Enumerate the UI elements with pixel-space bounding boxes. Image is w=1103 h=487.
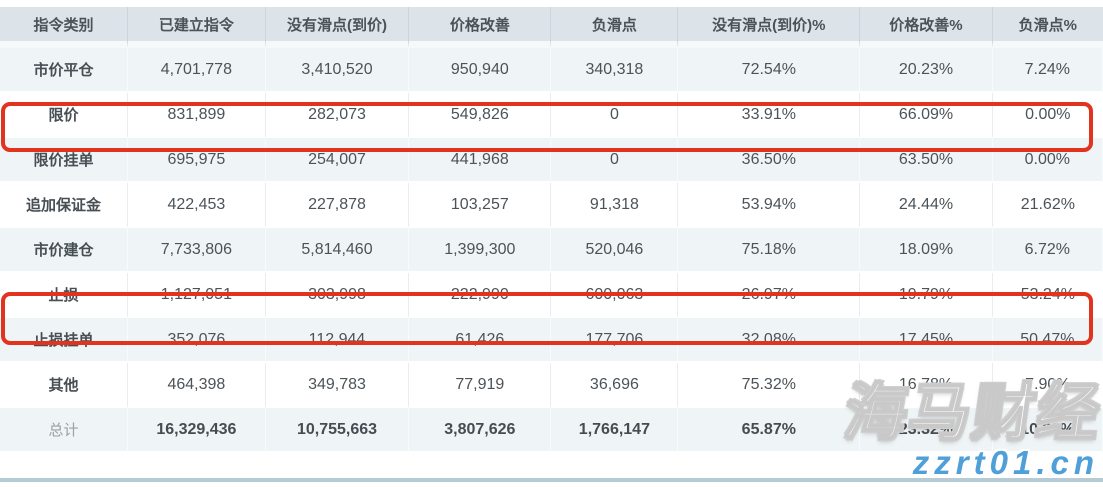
table-cell: 1,399,300 xyxy=(409,228,552,273)
table-cell: 222,990 xyxy=(409,273,552,318)
table-cell: 6.72% xyxy=(992,228,1103,273)
row-label: 止损 xyxy=(0,273,128,318)
table-cell: 53.24% xyxy=(992,273,1103,318)
table-cell: 26.97% xyxy=(678,273,861,318)
table-cell: 18.09% xyxy=(860,228,993,273)
table-cell: 1,766,147 xyxy=(551,408,679,453)
table-cell: 75.32% xyxy=(678,363,861,408)
table-cell: 91,318 xyxy=(551,183,679,228)
column-header: 价格改善 xyxy=(409,7,552,48)
table-cell: 7.24% xyxy=(992,48,1103,93)
table-cell: 464,398 xyxy=(127,363,266,408)
table-cell: 75.18% xyxy=(678,228,861,273)
table-row: 止损 1,127,051 303,998 222,990 600,063 26.97% 19… xyxy=(0,273,1103,318)
table-cell: 72.54% xyxy=(678,48,861,93)
row-label: 市价建仓 xyxy=(0,228,128,273)
bottom-divider xyxy=(0,478,1103,482)
column-header: 负滑点 xyxy=(551,7,679,48)
table-row: 追加保证金 422,453 227,878 103,257 91,318 53.94% 24… xyxy=(0,183,1103,228)
table-row: 限价 831,899 282,073 549,826 0 33.91% 66.09% 0.00… xyxy=(0,93,1103,138)
table-cell: 3,807,626 xyxy=(409,408,552,453)
column-header: 价格改善% xyxy=(860,7,993,48)
row-label: 止损挂单 xyxy=(0,318,128,363)
table-cell: 3,410,520 xyxy=(265,48,410,93)
table-cell: 66.09% xyxy=(860,93,993,138)
table-cell: 227,878 xyxy=(265,183,410,228)
row-label: 追加保证金 xyxy=(0,183,128,228)
table-cell: 831,899 xyxy=(127,93,266,138)
row-label: 限价挂单 xyxy=(0,138,128,183)
table-cell: 63.50% xyxy=(860,138,993,183)
table-cell: 24.44% xyxy=(860,183,993,228)
row-label: 市价平仓 xyxy=(0,48,128,93)
table-row: 止损挂单 352,076 112,944 61,426 177,706 32.08% 17.… xyxy=(0,318,1103,363)
table-cell: 21.62% xyxy=(992,183,1103,228)
table-cell: 7.90% xyxy=(992,363,1103,408)
table-cell: 520,046 xyxy=(551,228,679,273)
table-cell: 950,940 xyxy=(409,48,552,93)
column-header: 没有滑点(到价) xyxy=(265,7,410,48)
table-cell: 10.82% xyxy=(992,408,1103,453)
table-cell: 0 xyxy=(551,138,679,183)
table-cell: 36,696 xyxy=(551,363,679,408)
column-header: 没有滑点(到价)% xyxy=(678,7,861,48)
table-cell: 16,329,436 xyxy=(127,408,266,453)
table-body: 市价平仓 4,701,778 3,410,520 950,940 340,318 72.5… xyxy=(0,48,1103,453)
table-cell: 61,426 xyxy=(409,318,552,363)
table-cell: 177,706 xyxy=(551,318,679,363)
table-cell: 5,814,460 xyxy=(265,228,410,273)
table-row: 限价挂单 695,975 254,007 441,968 0 36.50% 63.50% 0.… xyxy=(0,138,1103,183)
table-cell: 53.94% xyxy=(678,183,861,228)
table-cell: 16.78% xyxy=(860,363,993,408)
table-head: 指令类别 已建立指令 没有滑点(到价) 价格改善 负滑点 没有滑点(到价)% 价格改善% 负滑… xyxy=(0,7,1103,48)
table-row: 其他 464,398 349,783 77,919 36,696 75.32% 16.78%… xyxy=(0,363,1103,408)
table-cell: 50.47% xyxy=(992,318,1103,363)
table-header-row: 指令类别 已建立指令 没有滑点(到价) 价格改善 负滑点 没有滑点(到价)% 价格改善% 负滑… xyxy=(0,7,1103,48)
table-cell: 19.79% xyxy=(860,273,993,318)
table-cell: 441,968 xyxy=(409,138,552,183)
table-cell: 17.45% xyxy=(860,318,993,363)
table-cell: 10,755,663 xyxy=(265,408,410,453)
table-cell: 422,453 xyxy=(127,183,266,228)
table-cell: 65.87% xyxy=(678,408,861,453)
table-cell: 103,257 xyxy=(409,183,552,228)
table-cell: 340,318 xyxy=(551,48,679,93)
table-cell: 112,944 xyxy=(265,318,410,363)
table-cell: 77,919 xyxy=(409,363,552,408)
table-cell: 303,998 xyxy=(265,273,410,318)
row-label: 总计 xyxy=(0,408,128,453)
table-cell: 0.00% xyxy=(992,138,1103,183)
column-header: 负滑点% xyxy=(992,7,1103,48)
table-cell: 23.32% xyxy=(860,408,993,453)
table-cell: 32.08% xyxy=(678,318,861,363)
column-header: 已建立指令 xyxy=(127,7,266,48)
table-cell: 36.50% xyxy=(678,138,861,183)
table-cell: 349,783 xyxy=(265,363,410,408)
table-cell: 20.23% xyxy=(860,48,993,93)
table-cell: 33.91% xyxy=(678,93,861,138)
table-row: 总计 16,329,436 10,755,663 3,807,626 1,766,147… xyxy=(0,408,1103,453)
table-cell: 4,701,778 xyxy=(127,48,266,93)
table-cell: 0.00% xyxy=(992,93,1103,138)
slippage-table: 指令类别 已建立指令 没有滑点(到价) 价格改善 负滑点 没有滑点(到价)% 价格改善% 负滑… xyxy=(0,7,1103,453)
table-cell: 7,733,806 xyxy=(127,228,266,273)
table-cell: 282,073 xyxy=(265,93,410,138)
table-cell: 352,076 xyxy=(127,318,266,363)
table-cell: 0 xyxy=(551,93,679,138)
table-cell: 695,975 xyxy=(127,138,266,183)
table-row: 市价建仓 7,733,806 5,814,460 1,399,300 520,046 75… xyxy=(0,228,1103,273)
table-cell: 549,826 xyxy=(409,93,552,138)
row-label: 限价 xyxy=(0,93,128,138)
table-cell: 600,063 xyxy=(551,273,679,318)
row-label: 其他 xyxy=(0,363,128,408)
table-row: 市价平仓 4,701,778 3,410,520 950,940 340,318 72.5… xyxy=(0,48,1103,93)
column-header: 指令类别 xyxy=(0,7,128,48)
table-cell: 1,127,051 xyxy=(127,273,266,318)
table-cell: 254,007 xyxy=(265,138,410,183)
